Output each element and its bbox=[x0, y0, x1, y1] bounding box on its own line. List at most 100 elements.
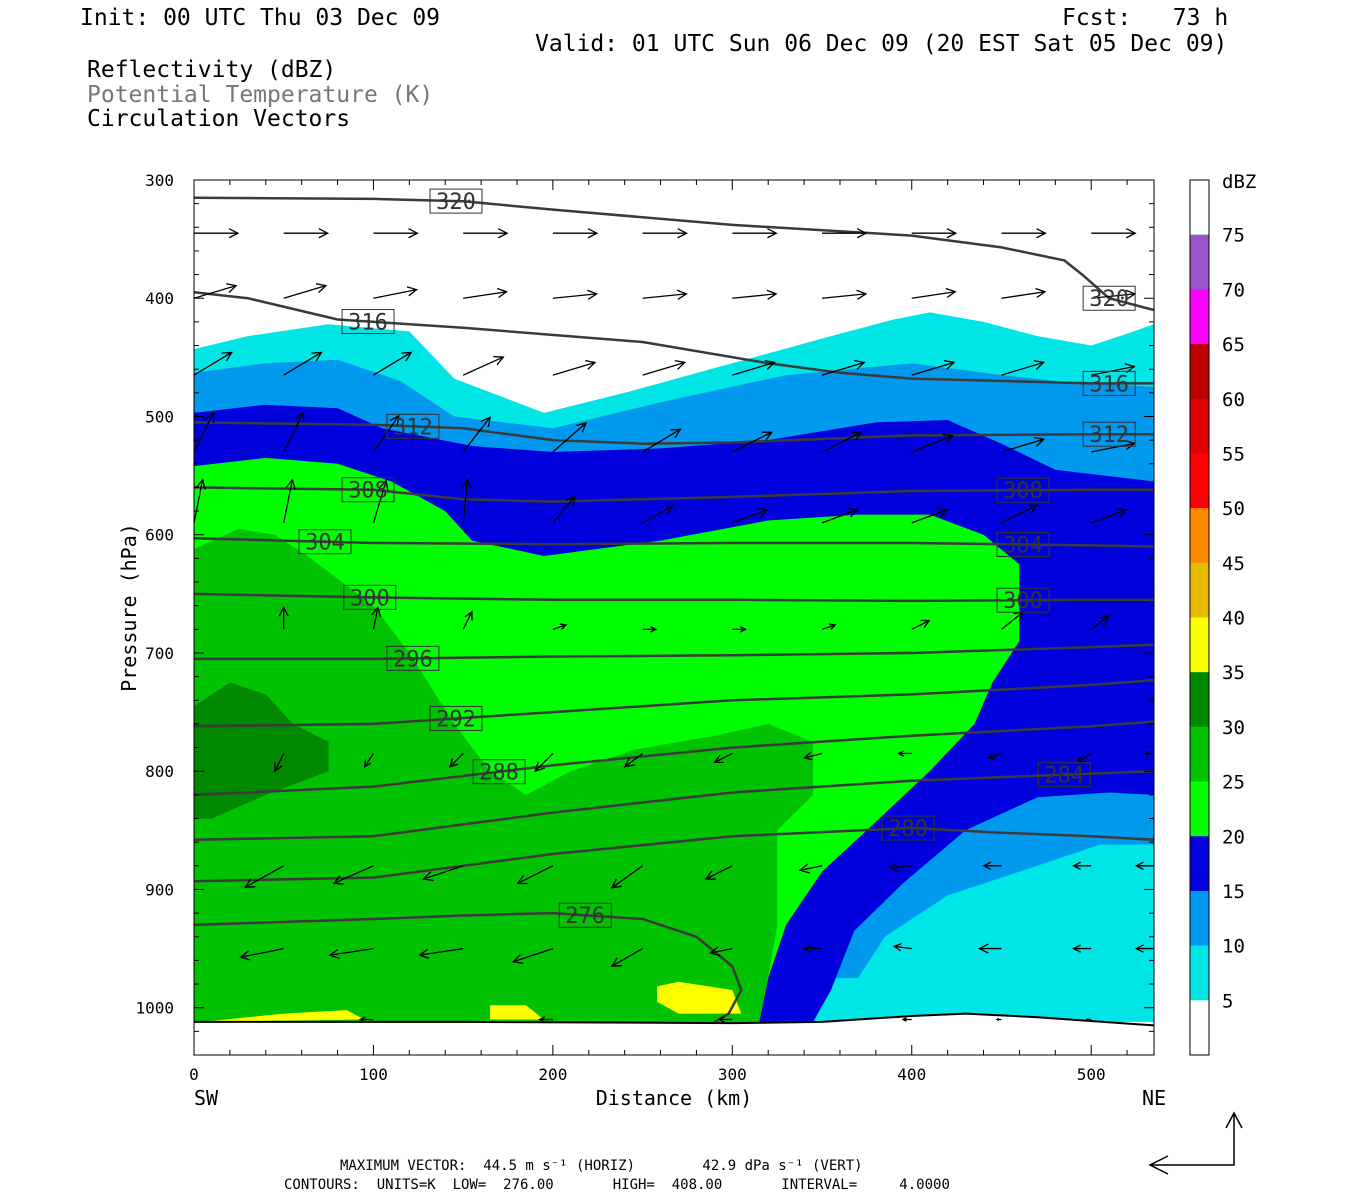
vector-44 bbox=[194, 478, 206, 524]
theta-label-288: 288 bbox=[472, 759, 526, 786]
vector-head bbox=[363, 759, 372, 768]
theta-label-box bbox=[1082, 421, 1136, 447]
vector-24 bbox=[373, 351, 413, 376]
vector-head bbox=[511, 954, 524, 964]
theta-label-box bbox=[341, 309, 395, 335]
vector-39 bbox=[732, 431, 773, 453]
vector-head bbox=[294, 411, 305, 423]
vector-77 bbox=[332, 865, 374, 885]
vector-98 bbox=[358, 1016, 374, 1023]
vector-shaft bbox=[283, 412, 304, 453]
colorbar-level-label: 35 bbox=[1222, 662, 1245, 684]
vector-shaft bbox=[283, 351, 322, 376]
vector-head bbox=[1143, 751, 1150, 756]
theta-label-text: 280 bbox=[888, 817, 928, 842]
colorbar-level-label: 20 bbox=[1222, 826, 1245, 848]
colorbar-unit: dBZ bbox=[1222, 171, 1256, 193]
vector-head bbox=[986, 752, 995, 760]
x-tick-label: 400 bbox=[897, 1065, 926, 1084]
colorbar-level-label: 70 bbox=[1222, 279, 1245, 301]
vector-shaft bbox=[642, 361, 685, 376]
vector-15 bbox=[552, 289, 599, 300]
vector-26 bbox=[552, 360, 597, 376]
theta-contour-292 bbox=[194, 678, 1154, 728]
vector-7 bbox=[822, 228, 868, 239]
plot-frame bbox=[193, 179, 1155, 1056]
colorbar-swatch bbox=[1190, 562, 1209, 618]
colorbar-swatch bbox=[1190, 453, 1209, 509]
vector-shaft bbox=[642, 504, 674, 524]
vector-shaft bbox=[364, 753, 374, 768]
colorbar-swatch bbox=[1190, 617, 1209, 673]
colorbar-swatch bbox=[1190, 508, 1209, 564]
vector-head bbox=[328, 948, 340, 959]
vector-head bbox=[851, 431, 863, 441]
vector-30 bbox=[911, 360, 956, 376]
colorbar-level-label: 65 bbox=[1222, 334, 1245, 356]
y-tick-label: 400 bbox=[145, 289, 174, 308]
vector-67 bbox=[448, 753, 464, 768]
vector-head bbox=[663, 504, 675, 515]
colorbar-swatch bbox=[1190, 289, 1209, 345]
colorbar-level-label: 25 bbox=[1222, 772, 1245, 794]
vector-shaft bbox=[552, 496, 576, 524]
vector-66 bbox=[363, 753, 374, 768]
vector-head bbox=[516, 874, 528, 885]
theta-label-box bbox=[429, 188, 483, 214]
colorbar-swatch bbox=[1190, 836, 1209, 892]
vector-head bbox=[318, 228, 330, 239]
vector-81 bbox=[704, 865, 733, 880]
vector-shaft bbox=[821, 624, 836, 630]
vector-head bbox=[1033, 360, 1045, 370]
vector-shaft bbox=[449, 753, 464, 768]
vector-head bbox=[623, 757, 635, 768]
vector-head bbox=[1035, 287, 1047, 299]
colorbar-swatch bbox=[1190, 672, 1209, 728]
vector-shaft bbox=[821, 361, 865, 376]
vector-29 bbox=[821, 360, 866, 376]
theta-contour-320 bbox=[194, 196, 1154, 312]
vector-shaft bbox=[710, 947, 733, 954]
theta-label-text: 276 bbox=[565, 904, 605, 929]
vector-6 bbox=[732, 228, 778, 239]
vector-shaft bbox=[462, 356, 504, 376]
vector-head bbox=[677, 228, 689, 239]
vector-64 bbox=[1090, 615, 1110, 630]
theta-label-box bbox=[386, 645, 440, 671]
vector-head bbox=[1026, 504, 1038, 514]
vector-22 bbox=[194, 351, 233, 376]
vector-shaft bbox=[705, 865, 733, 880]
vector-head bbox=[406, 286, 418, 297]
vector-101 bbox=[901, 1017, 912, 1022]
vector-head bbox=[1134, 944, 1144, 953]
axes: 0 100 200 300 400 500 300 400 500 600 700 800 900 100… bbox=[117, 171, 1166, 1110]
theta-label-text: 312 bbox=[1089, 423, 1129, 448]
theta-label-box bbox=[1082, 285, 1136, 311]
vector-shaft bbox=[552, 293, 597, 299]
vector-head bbox=[576, 422, 588, 433]
vector-head bbox=[401, 351, 413, 362]
colorbar-level-label: 55 bbox=[1222, 443, 1245, 465]
vector-2 bbox=[373, 228, 419, 239]
vector-95 bbox=[978, 943, 1002, 954]
colorbar-level-label: 30 bbox=[1222, 717, 1245, 739]
vector-head bbox=[1072, 944, 1081, 953]
vector-shaft bbox=[732, 431, 772, 453]
vector-head bbox=[538, 1016, 546, 1023]
vector-13 bbox=[373, 286, 418, 299]
vector-head bbox=[1036, 228, 1047, 239]
vector-head bbox=[901, 1017, 907, 1022]
vector-head bbox=[713, 754, 724, 763]
vector-head bbox=[418, 948, 430, 959]
vector-shaft bbox=[329, 947, 374, 956]
theta-label-312: 312 bbox=[1082, 421, 1136, 448]
vector-head bbox=[892, 943, 902, 952]
vector-head bbox=[278, 605, 289, 617]
vector-65 bbox=[274, 753, 285, 773]
vector-70 bbox=[713, 752, 733, 763]
vector-shaft bbox=[714, 752, 733, 763]
vector-9 bbox=[1001, 228, 1047, 239]
vector-shaft bbox=[911, 435, 953, 453]
colorbar-frame bbox=[1189, 179, 1210, 1056]
theta-label-304: 304 bbox=[298, 529, 352, 556]
